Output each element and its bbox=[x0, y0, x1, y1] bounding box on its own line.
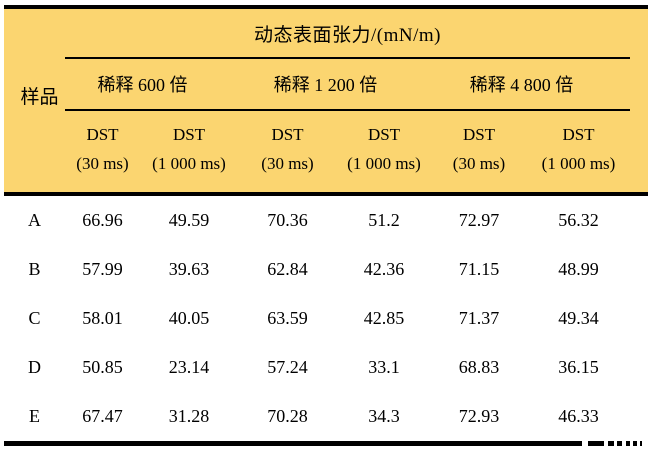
value-cell: 39.63 bbox=[168, 259, 210, 279]
value-cell: 70.28 bbox=[267, 406, 308, 426]
value-cell: 48.99 bbox=[558, 259, 599, 279]
header-rule-1 bbox=[65, 57, 630, 59]
scan-artifact-tick bbox=[199, 6, 207, 9]
dst-time-label: (30 ms) bbox=[261, 153, 314, 173]
dst-time-label: (30 ms) bbox=[76, 153, 129, 173]
dst-col-header-4: DST (1 000 ms) bbox=[337, 111, 431, 192]
table-header: 样品 动态表面张力/(mN/m) 稀释 600 倍 稀释 1 200 倍 稀释 … bbox=[4, 9, 648, 192]
value-cell: 72.97 bbox=[458, 210, 500, 230]
sample-header-label: 样品 bbox=[20, 87, 59, 108]
sample-id: E bbox=[29, 406, 40, 426]
value-cell: 50.85 bbox=[82, 357, 123, 377]
value-cell: 31.28 bbox=[168, 406, 210, 426]
dst-label: DST bbox=[462, 125, 496, 145]
table-row: A 66.96 49.59 70.36 51.2 72.97 56.32 bbox=[4, 196, 648, 245]
dst-time-label: (1 000 ms) bbox=[152, 153, 226, 173]
table-row: B 57.99 39.63 62.84 42.36 71.15 48.99 bbox=[4, 245, 648, 294]
value-cell: 63.59 bbox=[267, 308, 308, 328]
table-title: 动态表面张力/(mN/m) bbox=[254, 24, 441, 46]
table-row: E 67.47 31.28 70.28 34.3 72.93 46.33 bbox=[4, 392, 648, 441]
dst-col-header-2: DST (1 000 ms) bbox=[140, 111, 238, 192]
value-cell: 68.83 bbox=[458, 357, 500, 377]
value-cell: 57.99 bbox=[82, 259, 123, 279]
dst-label: DST bbox=[86, 125, 119, 145]
header-rule-2 bbox=[65, 109, 630, 111]
value-cell: 57.24 bbox=[267, 357, 308, 377]
header-right-block: 动态表面张力/(mN/m) 稀释 600 倍 稀释 1 200 倍 稀释 4 8… bbox=[65, 9, 648, 192]
table-row: D 50.85 23.14 57.24 33.1 68.83 36.15 bbox=[4, 343, 648, 392]
header-bottom-rule bbox=[4, 192, 648, 196]
dilution-group-row: 稀释 600 倍 稀释 1 200 倍 稀释 4 800 倍 bbox=[65, 59, 648, 109]
dst-time-label: (30 ms) bbox=[452, 153, 506, 173]
group-header-600: 稀释 600 倍 bbox=[97, 75, 188, 95]
group-header-4800: 稀释 4 800 倍 bbox=[469, 75, 574, 95]
dst-time-label: (1 000 ms) bbox=[347, 153, 421, 173]
value-cell: 34.3 bbox=[368, 406, 400, 426]
table-top-rule bbox=[4, 5, 648, 9]
table-title-row: 动态表面张力/(mN/m) bbox=[65, 9, 648, 57]
dst-col-header-5: DST (30 ms) bbox=[431, 111, 527, 192]
value-cell: 58.01 bbox=[82, 308, 123, 328]
sample-id: D bbox=[28, 357, 41, 377]
dst-col-header-6: DST (1 000 ms) bbox=[527, 111, 630, 192]
dst-subheader-row: DST (30 ms) DST (1 000 ms) DST (30 ms) D… bbox=[65, 111, 648, 192]
value-cell: 51.2 bbox=[368, 210, 400, 230]
value-cell: 72.93 bbox=[458, 406, 500, 426]
value-cell: 36.15 bbox=[558, 357, 599, 377]
dst-time-label: (1 000 ms) bbox=[541, 153, 616, 173]
dst-col-header-3: DST (30 ms) bbox=[238, 111, 337, 192]
sample-id: B bbox=[28, 259, 41, 279]
sample-id: A bbox=[28, 210, 41, 230]
value-cell: 23.14 bbox=[168, 357, 210, 377]
table-row: C 58.01 40.05 63.59 42.85 71.37 49.34 bbox=[4, 294, 648, 343]
value-cell: 56.32 bbox=[558, 210, 599, 230]
value-cell: 67.47 bbox=[82, 406, 123, 426]
data-table: 样品 动态表面张力/(mN/m) 稀释 600 倍 稀释 1 200 倍 稀释 … bbox=[4, 5, 648, 446]
dst-label: DST bbox=[172, 125, 206, 145]
dst-label: DST bbox=[271, 125, 304, 145]
value-cell: 42.36 bbox=[363, 259, 405, 279]
value-cell: 62.84 bbox=[267, 259, 308, 279]
sample-id: C bbox=[28, 308, 41, 328]
value-cell: 71.15 bbox=[458, 259, 500, 279]
value-cell: 49.59 bbox=[168, 210, 210, 230]
value-cell: 49.34 bbox=[558, 308, 599, 328]
dst-col-header-1: DST (30 ms) bbox=[65, 111, 140, 192]
value-cell: 71.37 bbox=[458, 308, 500, 328]
group-header-1200: 稀释 1 200 倍 bbox=[273, 75, 378, 95]
value-cell: 46.33 bbox=[558, 406, 599, 426]
value-cell: 42.85 bbox=[363, 308, 405, 328]
value-cell: 66.96 bbox=[82, 210, 123, 230]
dst-label: DST bbox=[562, 125, 595, 145]
value-cell: 70.36 bbox=[267, 210, 308, 230]
dst-label: DST bbox=[367, 125, 401, 145]
sample-header-cell: 样品 bbox=[4, 9, 65, 192]
value-cell: 40.05 bbox=[168, 308, 210, 328]
table-bottom-rule bbox=[4, 441, 648, 446]
value-cell: 33.1 bbox=[368, 357, 400, 377]
